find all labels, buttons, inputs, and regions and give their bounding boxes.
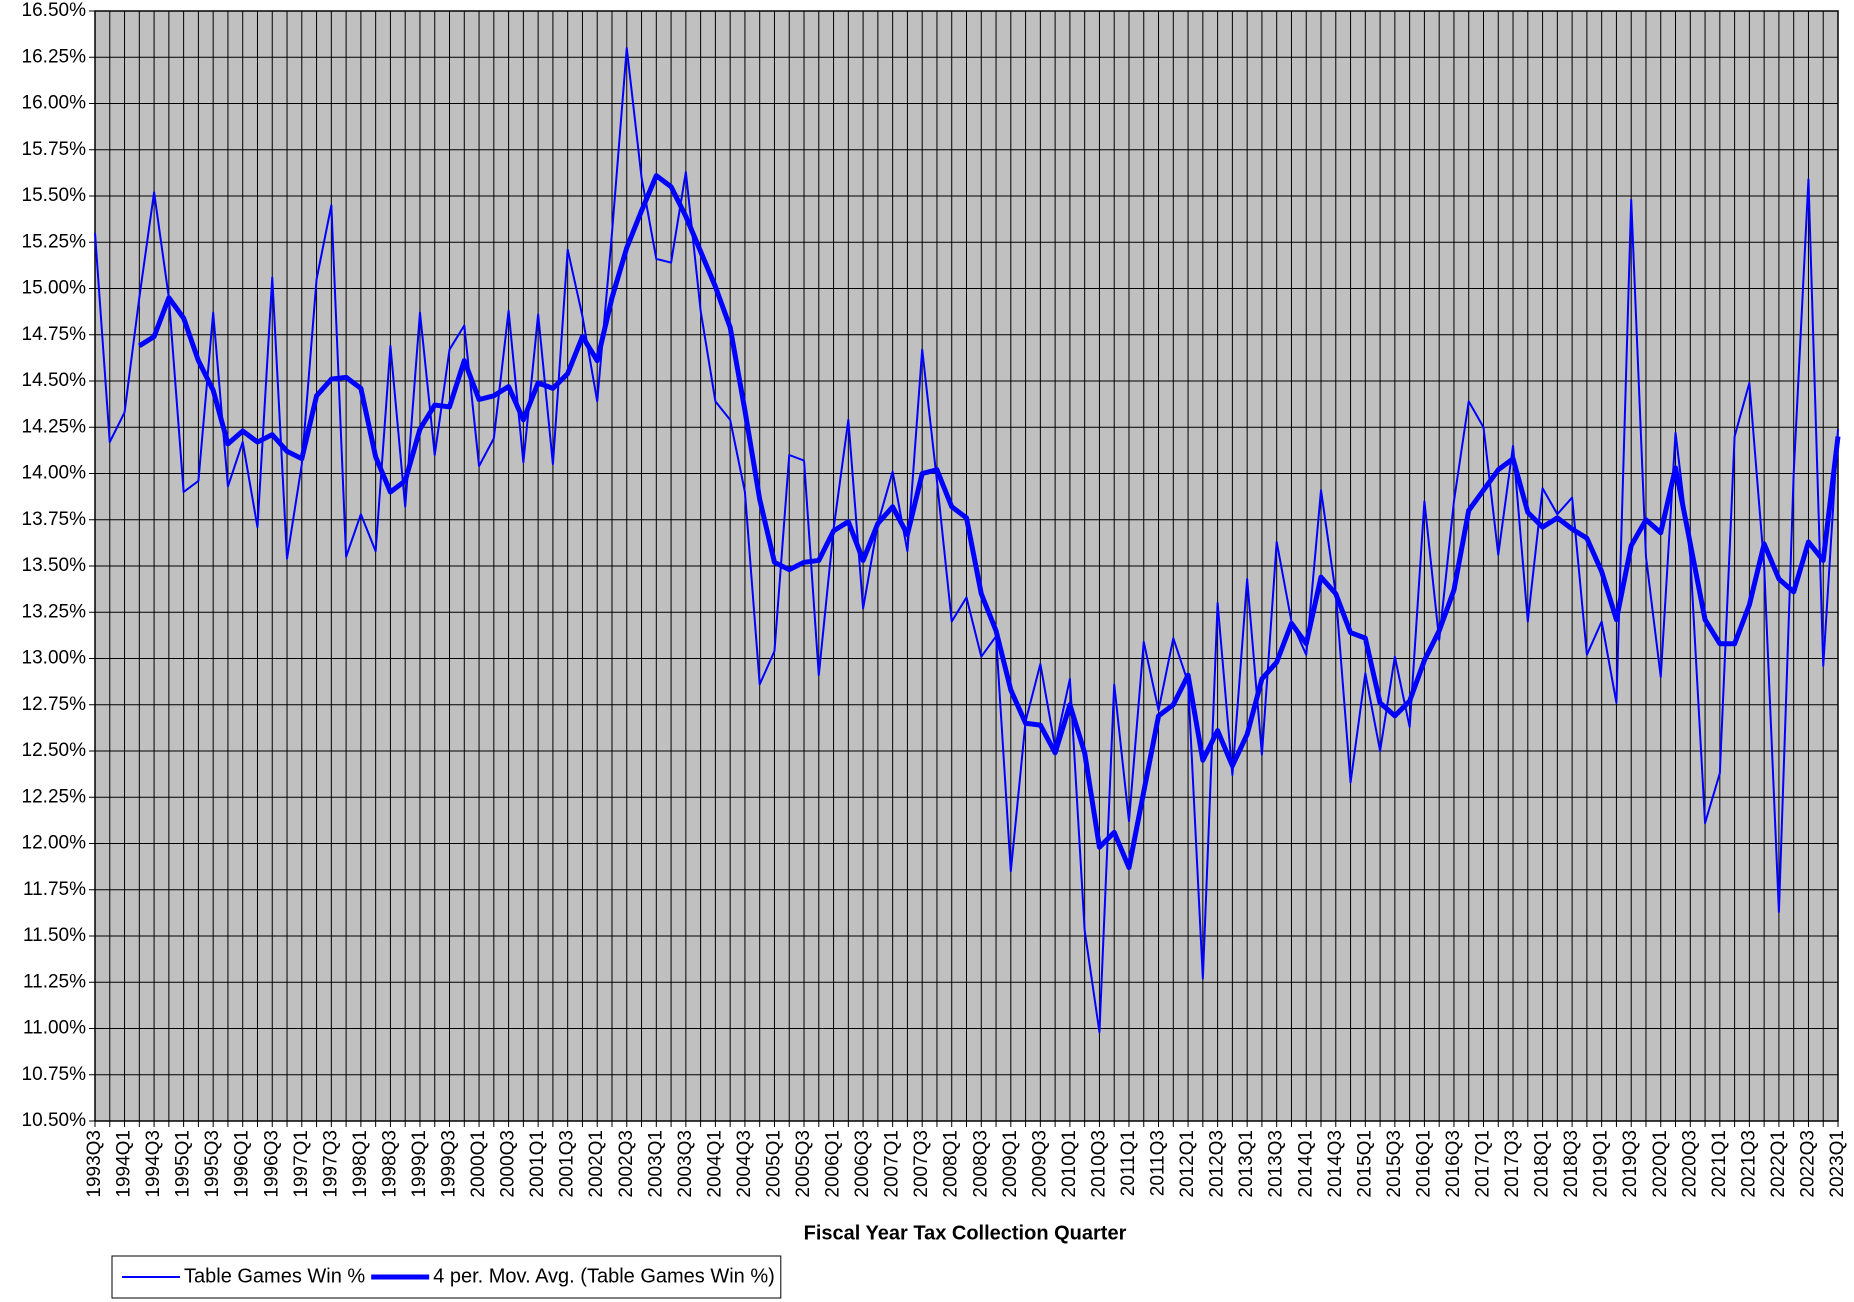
series-line bbox=[137, 173, 1841, 871]
x-tick-label: 2002Q1 bbox=[586, 1130, 607, 1198]
y-tick-label: 11.50% bbox=[23, 925, 86, 946]
x-tick-label: 2013Q1 bbox=[1236, 1130, 1257, 1198]
y-tick-label: 14.50% bbox=[22, 370, 87, 391]
x-tick-label: 2004Q1 bbox=[704, 1130, 725, 1198]
series-line bbox=[94, 47, 1839, 1034]
x-tick-label: 2021Q1 bbox=[1709, 1130, 1730, 1198]
y-tick-label: 12.50% bbox=[22, 740, 87, 761]
x-tick-label: 2006Q3 bbox=[852, 1130, 873, 1198]
x-tick-label: 2000Q1 bbox=[468, 1130, 489, 1198]
x-tick-label: 2007Q1 bbox=[882, 1130, 903, 1198]
x-tick-label: 2017Q3 bbox=[1502, 1130, 1523, 1198]
x-tick-label: 2003Q1 bbox=[645, 1130, 666, 1198]
x-tick-label: 2022Q3 bbox=[1797, 1130, 1818, 1198]
x-tick-label: 2008Q1 bbox=[941, 1130, 962, 1198]
x-tick-label: 1997Q3 bbox=[320, 1130, 341, 1198]
x-tick-label: 2008Q3 bbox=[970, 1130, 991, 1198]
y-tick-label: 11.25% bbox=[23, 971, 86, 992]
y-tick-label: 11.75% bbox=[23, 879, 86, 900]
x-tick-label: 1993Q3 bbox=[84, 1130, 105, 1198]
legend-box bbox=[111, 1255, 782, 1299]
legend-label: Table Games Win % bbox=[184, 1265, 365, 1287]
x-tick-label: 2015Q3 bbox=[1384, 1130, 1405, 1198]
y-tick-label: 12.00% bbox=[22, 833, 87, 854]
y-tick-label: 12.25% bbox=[22, 786, 87, 807]
x-tick-label: 2018Q3 bbox=[1561, 1130, 1582, 1198]
x-tick-label: 2014Q3 bbox=[1325, 1130, 1346, 1198]
x-tick-label: 2020Q3 bbox=[1679, 1130, 1700, 1198]
y-tick-label: 14.75% bbox=[22, 324, 87, 345]
y-tick-label: 16.00% bbox=[22, 93, 87, 114]
x-tick-label: 1998Q1 bbox=[350, 1130, 371, 1198]
x-tick-label: 2009Q3 bbox=[1029, 1130, 1050, 1198]
y-tick-label: 13.50% bbox=[22, 555, 87, 576]
x-tick-label: 2012Q3 bbox=[1207, 1130, 1228, 1198]
y-tick-label: 15.00% bbox=[22, 278, 87, 299]
y-tick-label: 16.50% bbox=[22, 0, 87, 21]
plot-border bbox=[94, 10, 1839, 1122]
y-tick-label: 14.00% bbox=[22, 463, 87, 484]
y-tick-label: 15.50% bbox=[22, 185, 87, 206]
x-tick-label: 2011Q3 bbox=[1148, 1130, 1169, 1196]
x-tick-label: 2002Q3 bbox=[616, 1130, 637, 1198]
x-tick-label: 2019Q1 bbox=[1591, 1130, 1612, 1198]
x-tick-label: 2016Q1 bbox=[1413, 1130, 1434, 1198]
x-tick-label: 2017Q1 bbox=[1473, 1130, 1494, 1198]
x-tick-label: 2014Q1 bbox=[1295, 1130, 1316, 1198]
x-tick-label: 1996Q3 bbox=[261, 1130, 282, 1198]
x-tick-label: 2020Q1 bbox=[1650, 1130, 1671, 1198]
x-tick-label: 2006Q1 bbox=[823, 1130, 844, 1198]
legend-label: 4 per. Mov. Avg. (Table Games Win %) bbox=[433, 1265, 775, 1287]
y-tick-label: 15.75% bbox=[22, 139, 87, 160]
x-tick-label: 2010Q1 bbox=[1059, 1130, 1080, 1198]
x-tick-label: 2007Q3 bbox=[911, 1130, 932, 1198]
x-tick-label: 1995Q3 bbox=[202, 1130, 223, 1198]
x-tick-label: 2023Q1 bbox=[1827, 1130, 1848, 1198]
x-tick-label: 2021Q3 bbox=[1738, 1130, 1759, 1198]
y-tick-label: 15.25% bbox=[22, 231, 87, 252]
y-tick-label: 10.75% bbox=[22, 1064, 87, 1085]
x-tick-label: 2004Q3 bbox=[734, 1130, 755, 1198]
x-tick-label: 2011Q1 bbox=[1118, 1130, 1139, 1196]
y-tick-label: 14.25% bbox=[22, 416, 87, 437]
x-tick-label: 2015Q1 bbox=[1354, 1130, 1375, 1198]
x-tick-label: 1994Q3 bbox=[143, 1130, 164, 1198]
x-tick-label: 1994Q1 bbox=[114, 1130, 135, 1198]
x-axis-title: Fiscal Year Tax Collection Quarter bbox=[804, 1222, 1127, 1244]
y-tick-label: 10.50% bbox=[22, 1110, 87, 1131]
x-tick-label: 2019Q3 bbox=[1620, 1130, 1641, 1198]
x-tick-label: 1999Q3 bbox=[439, 1130, 460, 1198]
x-tick-label: 2000Q3 bbox=[498, 1130, 519, 1198]
x-tick-label: 2018Q1 bbox=[1532, 1130, 1553, 1198]
x-tick-label: 2001Q3 bbox=[557, 1130, 578, 1198]
x-tick-label: 1996Q1 bbox=[232, 1130, 253, 1198]
x-tick-label: 2009Q1 bbox=[1000, 1130, 1021, 1198]
x-tick-label: 1995Q1 bbox=[173, 1130, 194, 1198]
x-tick-label: 2005Q3 bbox=[793, 1130, 814, 1198]
x-tick-label: 1998Q3 bbox=[379, 1130, 400, 1198]
x-tick-label: 2003Q3 bbox=[675, 1130, 696, 1198]
x-tick-label: 2022Q1 bbox=[1768, 1130, 1789, 1198]
x-tick-label: 2012Q1 bbox=[1177, 1130, 1198, 1198]
x-tick-label: 1999Q1 bbox=[409, 1130, 430, 1198]
y-tick-label: 16.25% bbox=[22, 46, 87, 67]
y-tick-label: 13.00% bbox=[22, 648, 87, 669]
y-tick-label: 12.75% bbox=[22, 694, 87, 715]
x-tick-label: 1997Q1 bbox=[291, 1130, 312, 1198]
x-tick-label: 2010Q3 bbox=[1088, 1130, 1109, 1198]
x-tick-label: 2016Q3 bbox=[1443, 1130, 1464, 1198]
x-tick-label: 2005Q1 bbox=[763, 1130, 784, 1198]
y-tick-label: 11.00% bbox=[23, 1018, 86, 1039]
x-tick-label: 2013Q3 bbox=[1266, 1130, 1287, 1198]
y-tick-label: 13.25% bbox=[22, 601, 87, 622]
y-tick-label: 13.75% bbox=[22, 509, 87, 530]
x-tick-label: 2001Q1 bbox=[527, 1130, 548, 1198]
